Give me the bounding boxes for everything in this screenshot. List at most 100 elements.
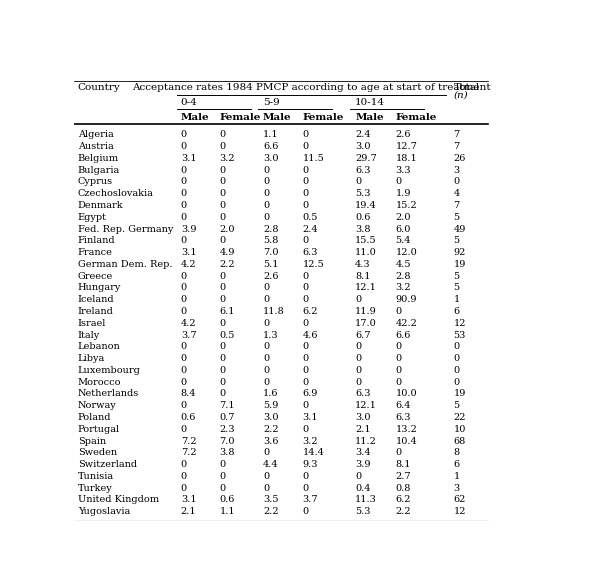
Text: 42.2: 42.2 — [395, 319, 417, 328]
Text: 15.5: 15.5 — [355, 236, 377, 245]
Text: 5.3: 5.3 — [355, 507, 371, 516]
Text: 0: 0 — [303, 189, 309, 198]
Text: 0: 0 — [263, 378, 269, 387]
Text: 11.5: 11.5 — [303, 154, 324, 163]
Text: 0: 0 — [220, 283, 226, 292]
Text: 0: 0 — [181, 142, 187, 151]
Text: 3.2: 3.2 — [303, 436, 318, 446]
Text: 0: 0 — [263, 201, 269, 210]
Text: Cyprus: Cyprus — [78, 177, 113, 187]
Text: Acceptance rates 1984 PMCP according to age at start of treatment: Acceptance rates 1984 PMCP according to … — [132, 83, 491, 92]
Text: 5: 5 — [454, 271, 460, 281]
Text: 6.9: 6.9 — [303, 390, 318, 398]
Text: 5: 5 — [454, 213, 460, 222]
Text: Female: Female — [220, 112, 261, 122]
Text: 0: 0 — [220, 460, 226, 469]
Text: 0: 0 — [220, 319, 226, 328]
Text: 0: 0 — [220, 366, 226, 375]
Text: 0: 0 — [220, 213, 226, 222]
Text: Tunisia: Tunisia — [78, 472, 114, 481]
Text: 0: 0 — [263, 319, 269, 328]
Text: 10: 10 — [454, 425, 466, 434]
Text: 0: 0 — [303, 342, 309, 352]
Text: 29.7: 29.7 — [355, 154, 377, 163]
Text: 0: 0 — [454, 177, 460, 187]
Text: 12: 12 — [454, 319, 466, 328]
Text: 3.2: 3.2 — [220, 154, 235, 163]
Text: 7.0: 7.0 — [220, 436, 235, 446]
Text: 0: 0 — [220, 166, 226, 174]
Text: 18.1: 18.1 — [395, 154, 417, 163]
Text: 0: 0 — [263, 472, 269, 481]
Text: 0: 0 — [303, 271, 309, 281]
Text: 1.9: 1.9 — [395, 189, 411, 198]
Text: 0: 0 — [355, 295, 361, 304]
Text: 3.8: 3.8 — [220, 448, 235, 457]
Text: 0: 0 — [303, 201, 309, 210]
Text: 0: 0 — [355, 177, 361, 187]
Text: 5: 5 — [454, 236, 460, 245]
Text: 12.0: 12.0 — [395, 248, 417, 257]
Text: 7.2: 7.2 — [181, 436, 196, 446]
Text: 3.1: 3.1 — [181, 495, 196, 504]
Text: 0: 0 — [303, 354, 309, 363]
Text: 4.3: 4.3 — [355, 260, 371, 269]
Text: Ireland: Ireland — [78, 307, 113, 316]
Text: 0: 0 — [220, 295, 226, 304]
Text: 0: 0 — [303, 378, 309, 387]
Text: Country: Country — [78, 83, 121, 92]
Text: 0: 0 — [181, 354, 187, 363]
Text: 0: 0 — [454, 354, 460, 363]
Text: German Dem. Rep.: German Dem. Rep. — [78, 260, 172, 269]
Text: Egypt: Egypt — [78, 213, 107, 222]
Text: 0: 0 — [181, 472, 187, 481]
Text: 0: 0 — [263, 166, 269, 174]
Text: 0: 0 — [220, 189, 226, 198]
Text: 0: 0 — [220, 201, 226, 210]
Text: 0: 0 — [303, 283, 309, 292]
Text: 5.8: 5.8 — [263, 236, 278, 245]
Text: 0: 0 — [181, 236, 187, 245]
Text: 3.3: 3.3 — [395, 166, 411, 174]
Text: 0: 0 — [220, 484, 226, 493]
Text: 0: 0 — [181, 425, 187, 434]
Text: 2.1: 2.1 — [181, 507, 196, 516]
Text: 5: 5 — [454, 401, 460, 410]
Text: 0: 0 — [355, 342, 361, 352]
Text: 3.5: 3.5 — [263, 495, 278, 504]
Text: 0.7: 0.7 — [220, 413, 235, 422]
Text: 5.9: 5.9 — [263, 401, 278, 410]
Text: 2.0: 2.0 — [395, 213, 411, 222]
Text: 7.1: 7.1 — [220, 401, 235, 410]
Text: Switzerland: Switzerland — [78, 460, 137, 469]
Text: 2.6: 2.6 — [263, 271, 278, 281]
Text: 3.8: 3.8 — [355, 225, 371, 233]
Text: 0: 0 — [263, 213, 269, 222]
Text: 1.3: 1.3 — [263, 331, 278, 339]
Text: 90.9: 90.9 — [395, 295, 417, 304]
Text: 6: 6 — [454, 460, 460, 469]
Text: 68: 68 — [454, 436, 466, 446]
Text: 0: 0 — [355, 378, 361, 387]
Text: 11.8: 11.8 — [263, 307, 285, 316]
Text: 0: 0 — [395, 378, 402, 387]
Text: 10-14: 10-14 — [355, 98, 385, 107]
Text: 0: 0 — [303, 142, 309, 151]
Text: 0: 0 — [181, 213, 187, 222]
Text: Greece: Greece — [78, 271, 113, 281]
Text: 0: 0 — [181, 166, 187, 174]
Text: 1: 1 — [454, 295, 460, 304]
Text: 7.0: 7.0 — [263, 248, 278, 257]
Text: Israel: Israel — [78, 319, 106, 328]
Text: Norway: Norway — [78, 401, 116, 410]
Text: 0.5: 0.5 — [303, 213, 318, 222]
Text: 1.6: 1.6 — [263, 390, 278, 398]
Text: 0: 0 — [303, 319, 309, 328]
Text: 3.9: 3.9 — [355, 460, 371, 469]
Text: 0: 0 — [303, 507, 309, 516]
Text: 2.8: 2.8 — [263, 225, 278, 233]
Text: 0: 0 — [181, 484, 187, 493]
Text: (n): (n) — [454, 90, 468, 99]
Text: 0: 0 — [303, 130, 309, 139]
Text: 0: 0 — [395, 307, 402, 316]
